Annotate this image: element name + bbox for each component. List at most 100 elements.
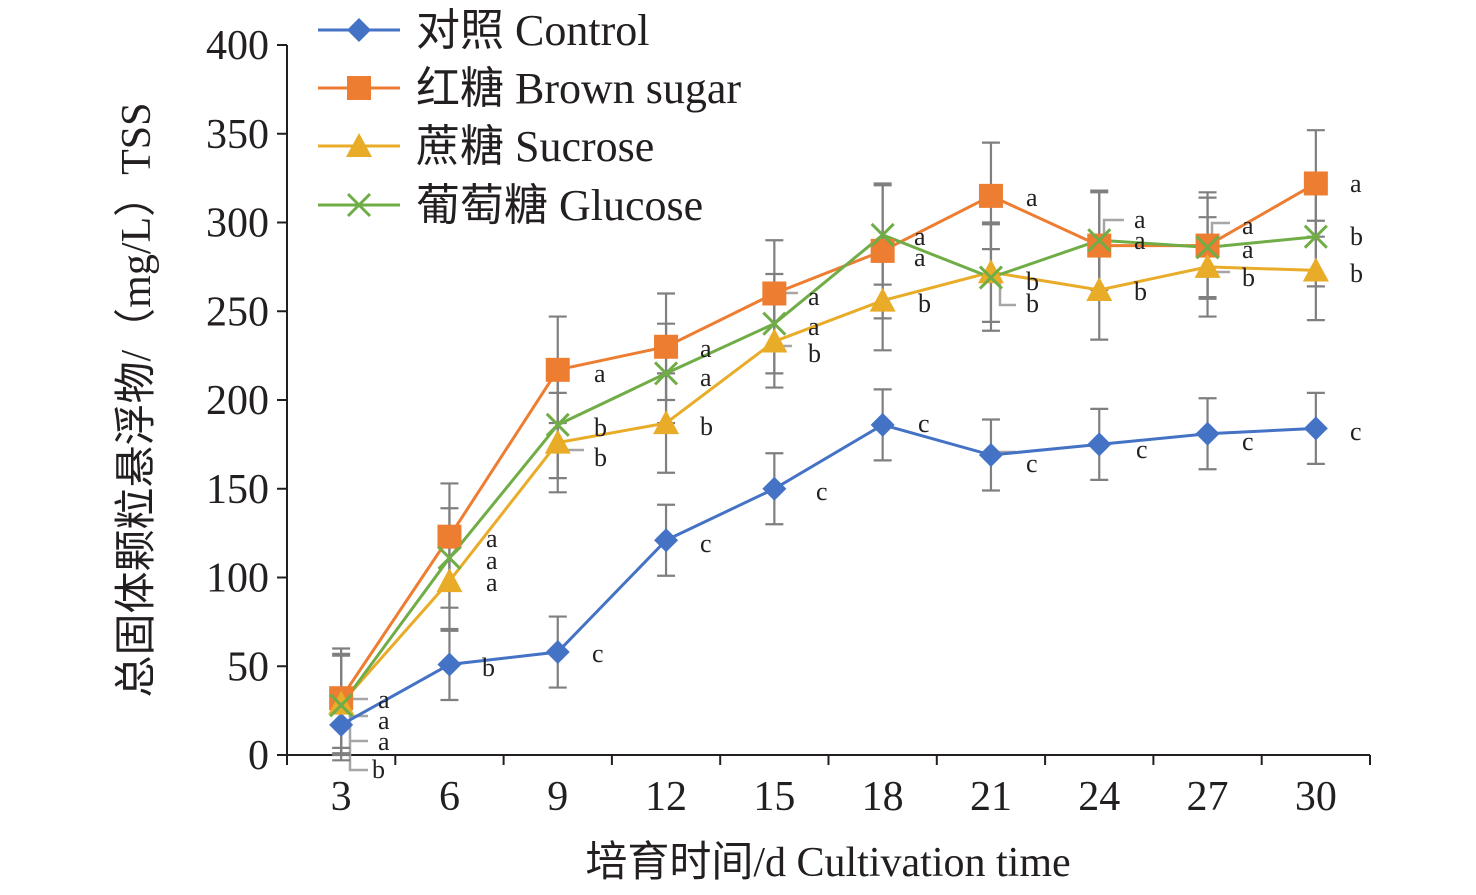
glucose-marker-stroke xyxy=(1087,228,1112,253)
control-marker xyxy=(762,476,787,501)
significance-letter: c xyxy=(816,477,828,506)
significance-letter: a xyxy=(808,282,820,311)
significance-letter: c xyxy=(1026,449,1038,478)
y-tick-label: 150 xyxy=(206,467,269,513)
control-marker xyxy=(545,640,570,665)
brown-sugar-marker xyxy=(437,524,462,549)
control-marker xyxy=(978,443,1003,468)
x-tick-label: 12 xyxy=(645,774,687,820)
glucose-marker-stroke xyxy=(545,412,570,437)
y-tick-label: 400 xyxy=(206,23,269,69)
x-tick-label: 24 xyxy=(1078,774,1120,820)
control-marker xyxy=(870,412,895,437)
y-tick-label: 50 xyxy=(227,644,269,690)
brown-sugar-marker xyxy=(545,357,570,382)
significance-letter: b xyxy=(482,653,495,682)
glucose-marker xyxy=(1303,224,1328,249)
sucrose-marker xyxy=(653,410,680,435)
significance-letter: b xyxy=(1026,289,1039,318)
sucrose-marker xyxy=(1302,257,1329,282)
glucose-marker xyxy=(329,693,354,718)
significance-letter: a xyxy=(378,706,390,735)
y-tick-label: 250 xyxy=(206,289,269,335)
x-tick-label: 9 xyxy=(547,774,568,820)
significance-letter: b xyxy=(1242,263,1255,292)
y-tick-label: 0 xyxy=(248,733,269,779)
legend-label: 蔗糖 Sucrose xyxy=(416,122,654,171)
x-axis-title: 培育时间/d Cultivation time xyxy=(585,839,1070,886)
legend-label: 红糖 Brown sugar xyxy=(416,64,741,113)
x-tick-label: 6 xyxy=(439,774,460,820)
significance-letter: a xyxy=(1350,169,1362,198)
significance-letter: c xyxy=(918,409,930,438)
y-axis-title: 总固体颗粒悬浮物/（mg/L）TSS xyxy=(114,102,160,697)
x-tick-label: 21 xyxy=(970,774,1012,820)
x-tick-label: 18 xyxy=(862,774,904,820)
glucose-marker-stroke xyxy=(978,265,1004,290)
significance-letter: b xyxy=(918,289,931,318)
series-line xyxy=(339,233,1316,707)
control-marker xyxy=(1087,432,1112,457)
glucose-marker-stroke xyxy=(870,222,895,247)
legend-item: 葡萄糖 Glucose xyxy=(318,181,703,230)
brown-sugar-marker xyxy=(347,76,371,100)
leader-line xyxy=(348,697,368,772)
significance-letter: a xyxy=(700,363,712,392)
significance-letter: a xyxy=(914,222,926,251)
significance-letter: a xyxy=(808,312,820,341)
significance-letter: c xyxy=(1136,435,1148,464)
brown-sugar-marker xyxy=(978,183,1003,208)
brown-sugar-marker xyxy=(762,281,787,306)
sucrose-marker xyxy=(1086,276,1113,301)
leader-line xyxy=(1102,218,1124,240)
legend-item: 红糖 Brown sugar xyxy=(318,64,741,113)
control-marker xyxy=(347,18,371,42)
significance-letter: b xyxy=(1350,259,1363,288)
series-lines xyxy=(339,182,1317,727)
glucose-marker-stroke xyxy=(329,693,354,718)
glucose-marker xyxy=(978,265,1004,290)
sucrose-marker xyxy=(761,328,788,353)
series-markers xyxy=(328,171,1329,737)
significance-letter: a xyxy=(486,546,498,575)
significance-letter: a xyxy=(1242,211,1254,240)
glucose-marker xyxy=(762,311,787,336)
glucose-marker-stroke xyxy=(1303,224,1328,249)
significance-letter: b xyxy=(372,755,385,784)
legend: 对照 Control 红糖 Brown sugar 蔗糖 Sucrose 葡萄糖 Gl… xyxy=(318,6,741,230)
sucrose-marker xyxy=(436,568,463,593)
significance-letter: a xyxy=(1026,183,1038,212)
significance-letter: a xyxy=(486,524,498,553)
series-line xyxy=(339,182,1317,700)
glucose-marker-stroke xyxy=(653,361,679,386)
significance-letter: a xyxy=(1134,226,1146,255)
significance-letter: b xyxy=(700,412,713,441)
sucrose-marker xyxy=(328,690,355,715)
leader-line xyxy=(998,280,1016,307)
sucrose-marker xyxy=(977,259,1004,284)
significance-letter: b xyxy=(1134,277,1147,306)
significance-letter: a xyxy=(378,685,390,714)
control-marker xyxy=(437,652,462,677)
glucose-marker-stroke xyxy=(437,545,462,571)
brown-sugar-marker xyxy=(654,334,679,359)
glucose-marker-stroke xyxy=(346,192,372,218)
significance-letter: b xyxy=(1026,267,1039,296)
legend-label: 葡萄糖 Glucose xyxy=(416,181,703,230)
significance-letter: a xyxy=(1134,205,1146,234)
glucose-marker-stroke xyxy=(762,311,787,336)
significance-letter: a xyxy=(700,334,712,363)
significance-letter: a xyxy=(1242,235,1254,264)
x-tick-label: 3 xyxy=(331,774,352,820)
significance-letter: c xyxy=(1242,427,1254,456)
control-marker xyxy=(1303,416,1328,441)
glucose-marker xyxy=(346,192,372,218)
significance-letter: b xyxy=(1350,222,1363,251)
control-marker xyxy=(1195,421,1220,446)
y-axis-ticks: 0 50 100 150 200 250 300 350 400 xyxy=(206,23,287,779)
y-tick-label: 200 xyxy=(206,378,269,424)
significance-letter: b xyxy=(594,443,607,472)
series-line xyxy=(340,423,1316,727)
